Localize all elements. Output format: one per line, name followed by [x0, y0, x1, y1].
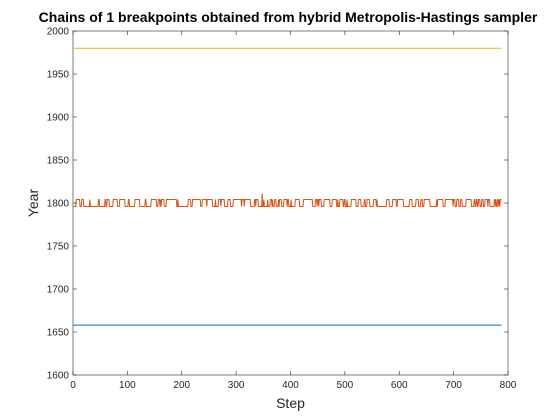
x-axis-label: Step [276, 395, 305, 411]
x-tick-label: 600 [391, 380, 408, 391]
x-tick-label: 100 [119, 380, 136, 391]
y-tick-label: 1850 [47, 156, 70, 167]
tick-layer: 0 100 200 300 400 500 600 700 800 1600 1650 1700 175… [47, 27, 517, 392]
x-tick-label: 700 [445, 380, 462, 391]
series-layer [73, 47, 502, 326]
x-tick-label: 500 [337, 380, 354, 391]
y-tick-label: 1900 [47, 113, 70, 124]
x-tick-label: 200 [173, 380, 190, 391]
y-tick-label: 1800 [47, 199, 70, 210]
y-tick-label: 1650 [47, 328, 70, 339]
y-tick-label: 1950 [47, 70, 70, 81]
chart-title: Chains of 1 breakpoints obtained from hy… [39, 9, 538, 25]
y-tick-label: 1600 [47, 371, 70, 382]
y-axis-label: Year [25, 189, 41, 218]
y-tick-label: 2000 [47, 27, 70, 38]
y-tick-label: 1750 [47, 242, 70, 253]
y-tick-label: 1700 [47, 285, 70, 296]
x-tick-label: 0 [70, 380, 76, 391]
x-tick-label: 400 [282, 380, 299, 391]
x-tick-label: 800 [500, 380, 517, 391]
series-line-3 [73, 193, 502, 207]
x-tick-label: 300 [228, 380, 245, 391]
